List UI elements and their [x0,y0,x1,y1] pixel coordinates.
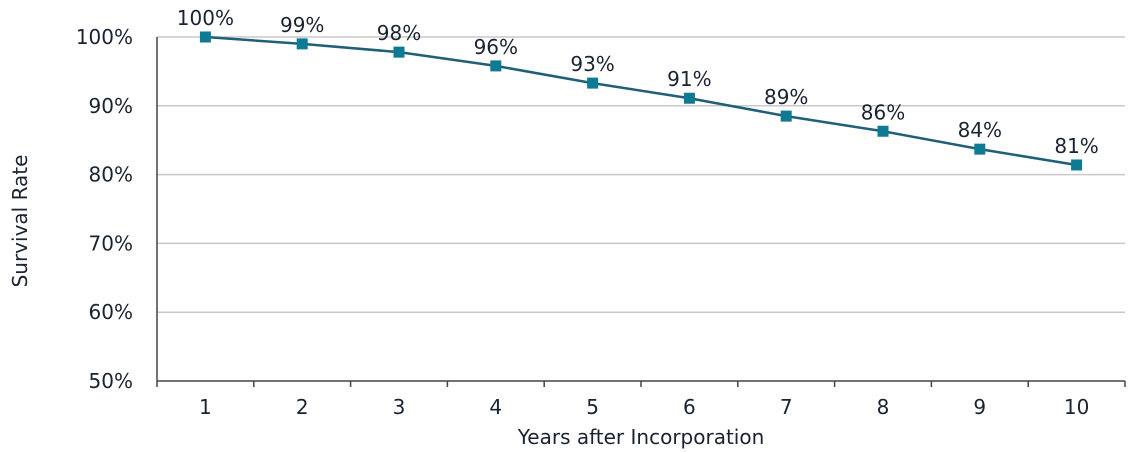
x-tick-label: 4 [489,395,502,419]
series-line-group [205,35,1077,167]
y-tick-label: 50% [89,369,133,393]
x-tick-label: 9 [973,395,986,419]
axes: 50% 60% 70% 80% 90% 100% 1 2 3 4 5 6 7 8 9 10 [76,25,1126,419]
data-label: 86% [861,100,905,124]
x-tick-label: 10 [1064,395,1089,419]
data-point-marker [974,143,986,155]
x-axis-title: Years after Incorporation [517,425,765,449]
x-tick-label: 1 [199,395,212,419]
y-tick-label: 100% [76,25,133,49]
markers-group [199,31,1083,171]
data-label: 89% [764,85,808,109]
data-label: 93% [570,52,614,76]
data-label: 81% [1054,134,1098,158]
data-label: 99% [280,13,324,37]
x-tick-label: 3 [393,395,406,419]
data-point-marker [683,92,695,104]
data-point-marker [780,110,792,122]
x-tick-label: 8 [877,395,890,419]
data-point-marker [587,77,599,89]
data-label: 84% [958,118,1002,142]
y-tick-label: 70% [89,231,133,255]
x-tick-label: 2 [296,395,309,419]
x-tick-label: 7 [780,395,793,419]
y-tick-label: 60% [89,300,133,324]
data-label: 91% [667,67,711,91]
data-point-marker [1071,159,1083,171]
y-tick-label: 90% [89,94,133,118]
data-point-marker [199,31,211,43]
x-tick-label: 6 [683,395,696,419]
x-tick-label: 5 [586,395,599,419]
y-tick-label: 80% [89,163,133,187]
y-axis-title: Survival Rate [8,155,32,288]
data-label: 98% [377,21,421,45]
grid-lines [157,36,1125,313]
data-point-marker [393,46,405,58]
data-point-marker [877,125,889,137]
data-point-marker [490,60,502,72]
series-line [205,35,1077,167]
data-label: 96% [474,35,518,59]
data-labels-group: 100% 99% 98% 96% 93% 91% 89% 86% 84% 81% [177,6,1099,158]
data-point-marker [296,38,308,50]
data-label: 100% [177,6,234,30]
